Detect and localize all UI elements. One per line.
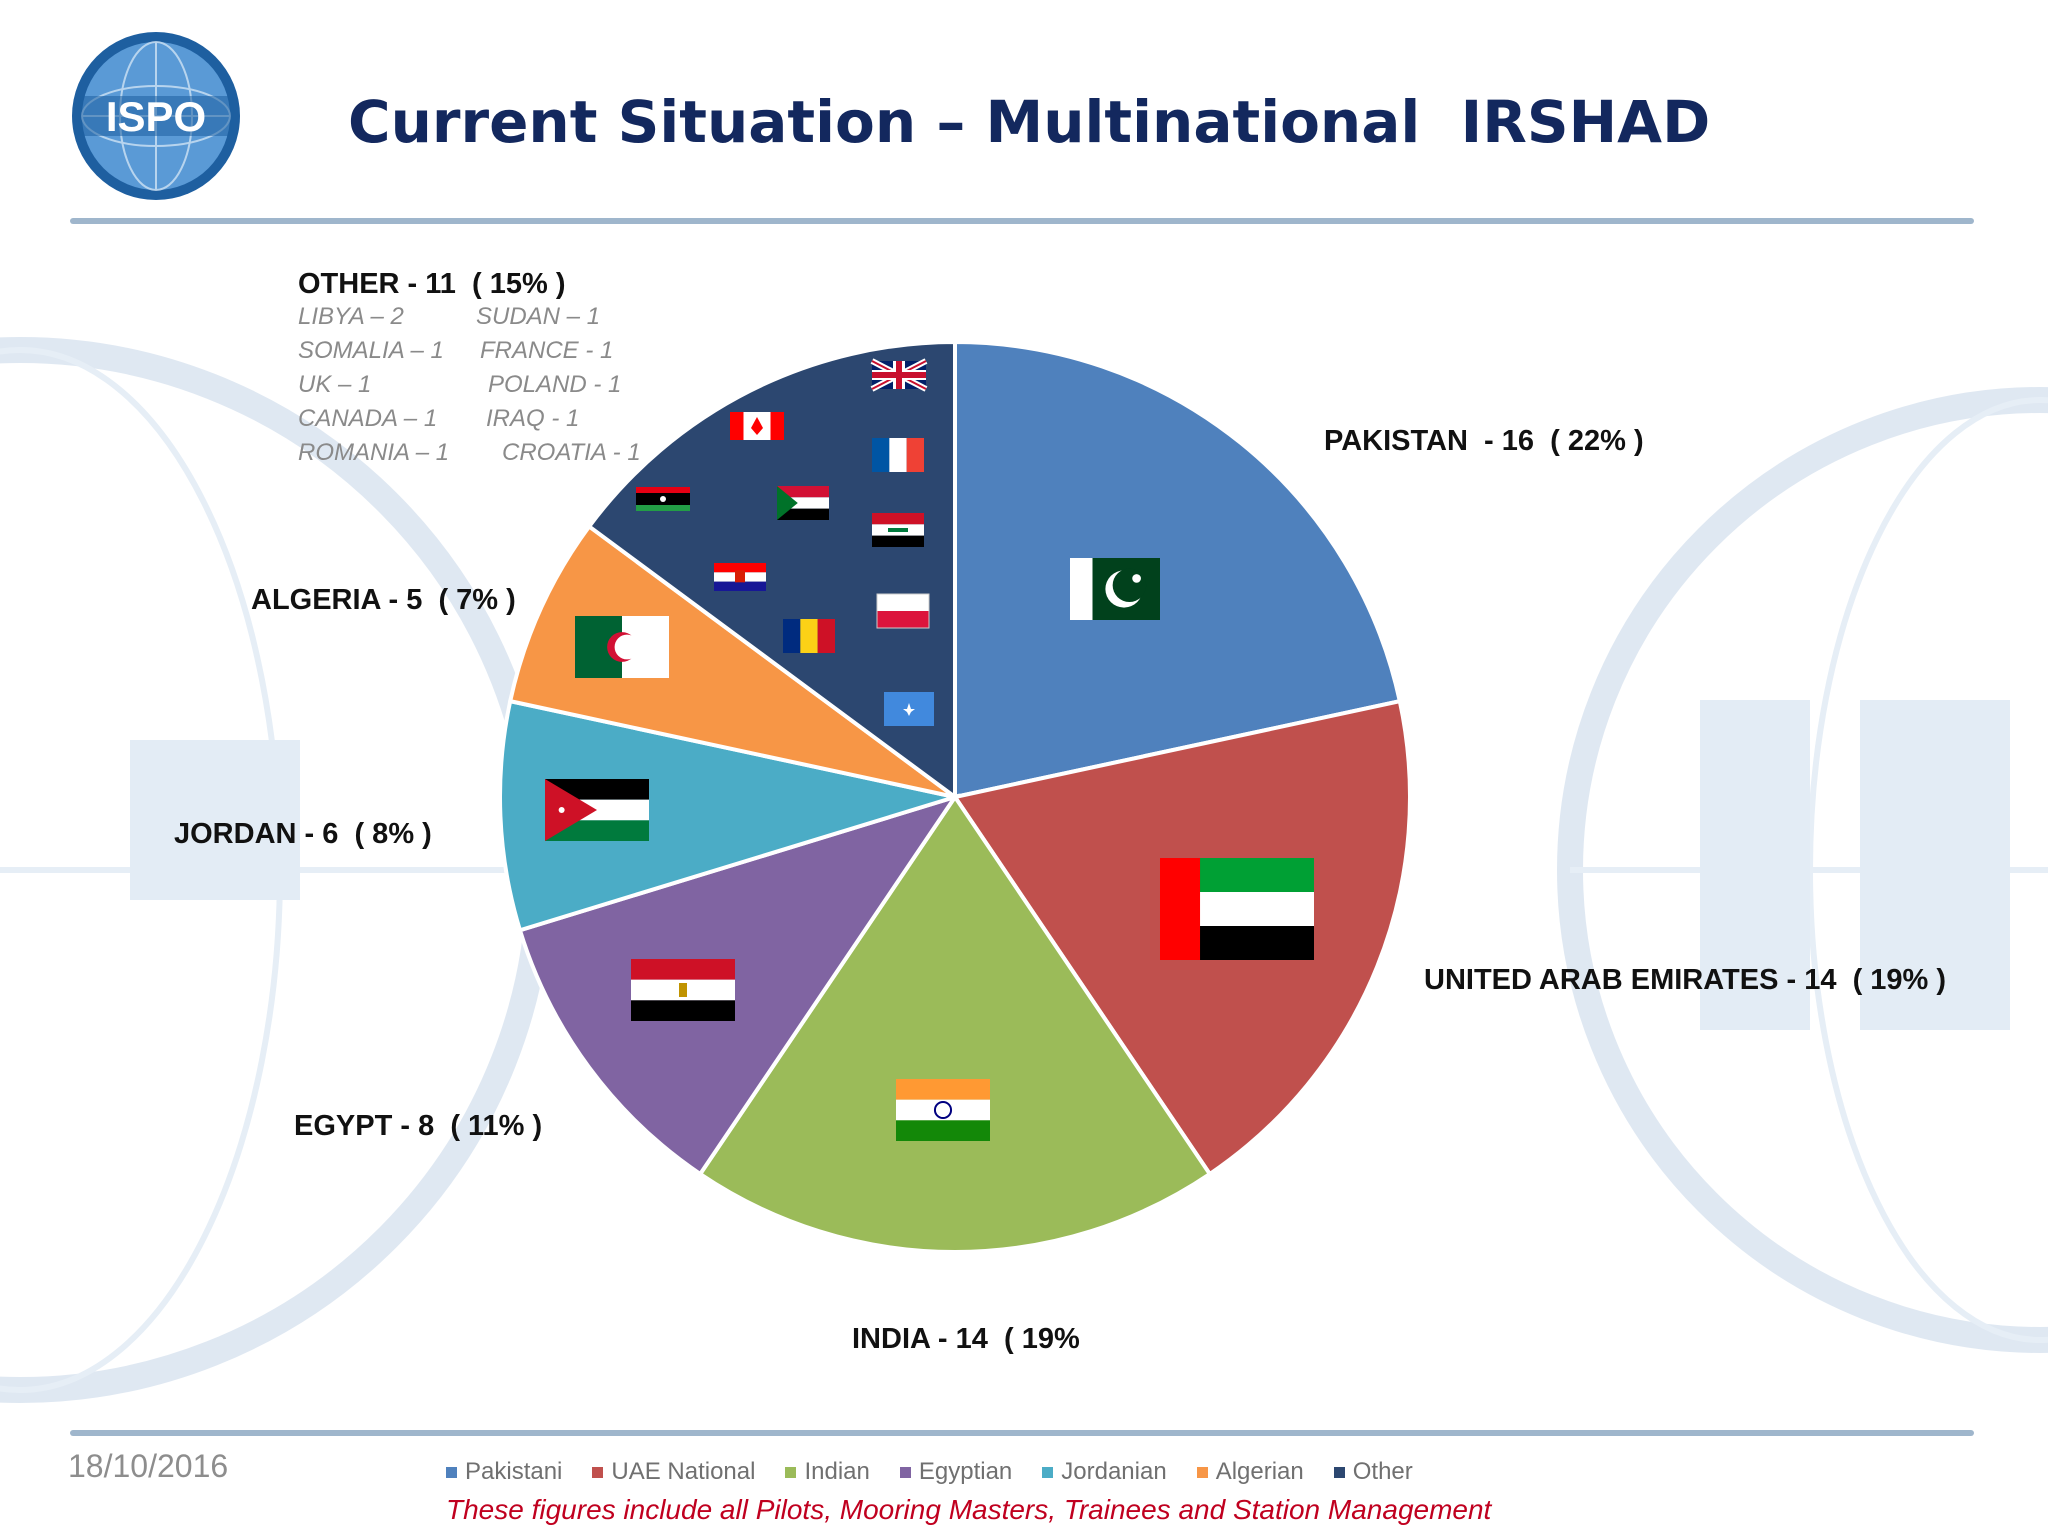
slide-date: 18/10/2016 xyxy=(68,1448,229,1484)
legend-label: Other xyxy=(1352,1458,1413,1485)
other-country-entry: CROATIA - 1 xyxy=(502,439,641,466)
legend-item: UAE National xyxy=(592,1458,755,1486)
other-country-entry: CANADA – 1 xyxy=(298,405,438,432)
other-breakdown-list: LIBYA – 2 SUDAN – 1 SOMALIA – 1 FRANCE - 1 U… xyxy=(298,303,641,473)
legend-swatch xyxy=(899,1466,911,1478)
flag-iraq-icon xyxy=(872,513,924,547)
flag-algeria-icon xyxy=(575,616,669,678)
legend-swatch xyxy=(1333,1466,1345,1478)
flag-canada-icon xyxy=(730,412,784,440)
other-breakdown-row: SOMALIA – 1 FRANCE - 1 xyxy=(298,337,613,371)
slice-algerian xyxy=(507,523,957,799)
legend-item: Indian xyxy=(785,1458,870,1486)
other-country-entry: LIBYA – 2 xyxy=(298,303,404,330)
legend-label: Jordanian xyxy=(1061,1458,1167,1485)
flag-libya-icon xyxy=(636,487,690,511)
legend-label: Indian xyxy=(804,1458,870,1485)
other-breakdown-row: UK – 1 POLAND - 1 xyxy=(298,371,621,405)
flag-sudan-icon xyxy=(777,486,829,520)
other-country-entry: SOMALIA – 1 xyxy=(298,337,444,364)
flag-uae-icon xyxy=(1160,858,1314,960)
other-country-entry: UK – 1 xyxy=(298,371,372,398)
other-country-entry: FRANCE - 1 xyxy=(480,337,614,364)
chart-legend: Pakistani UAE National Indian Egyptian Jorda… xyxy=(446,1458,1443,1486)
page-title: Current Situation – Multinational IRSHAD xyxy=(348,88,1711,156)
legend-item: Algerian xyxy=(1196,1458,1304,1486)
flag-somalia-icon xyxy=(884,692,934,726)
legend-swatch xyxy=(1196,1466,1208,1478)
slice-egyptian xyxy=(517,793,960,1177)
legend-item: Pakistani xyxy=(446,1458,562,1486)
other-country-entry: SUDAN – 1 xyxy=(476,303,601,330)
label-egypt: EGYPT - 8 ( 11% ) xyxy=(294,1110,543,1142)
header-divider xyxy=(70,218,1974,224)
label-other: OTHER - 11 ( 15% ) xyxy=(298,268,566,300)
other-country-entry: POLAND - 1 xyxy=(488,371,622,398)
label-algeria: ALGERIA - 5 ( 7% ) xyxy=(251,584,516,616)
other-breakdown-row: ROMANIA – 1 CROATIA - 1 xyxy=(298,439,641,473)
legend-label: Pakistani xyxy=(465,1458,563,1485)
other-breakdown-row: LIBYA – 2 SUDAN – 1 xyxy=(298,303,600,337)
flag-india-icon xyxy=(896,1079,990,1141)
label-jordan: JORDAN - 6 ( 8% ) xyxy=(174,818,432,850)
flag-france-icon xyxy=(872,438,924,472)
label-pakistan: PAKISTAN - 16 ( 22% ) xyxy=(1324,425,1644,457)
flag-croatia-icon xyxy=(714,563,766,591)
ispo-logo: ISPO xyxy=(72,32,240,200)
legend-label: UAE National xyxy=(611,1458,756,1485)
legend-item: Jordanian xyxy=(1042,1458,1167,1486)
other-country-entry: IRAQ - 1 xyxy=(486,405,580,432)
logo-text: ISPO xyxy=(106,93,206,140)
legend-swatch xyxy=(592,1466,604,1478)
legend-label: Egyptian xyxy=(918,1458,1013,1485)
flag-romania-icon xyxy=(783,619,835,653)
slice-pakistani xyxy=(953,339,1403,800)
flag-jordan-icon xyxy=(545,779,649,841)
label-india: INDIA - 14 ( 19% xyxy=(852,1323,1080,1355)
label-uae: UNITED ARAB EMIRATES - 14 ( 19% ) xyxy=(1424,964,1947,996)
legend-swatch xyxy=(1042,1466,1054,1478)
flag-poland-icon xyxy=(876,593,930,629)
flag-pakistan-icon xyxy=(1070,558,1160,620)
flag-egypt-icon xyxy=(631,959,735,1021)
legend-swatch xyxy=(785,1466,797,1478)
legend-swatch xyxy=(446,1466,457,1478)
legend-item: Egyptian xyxy=(899,1458,1013,1486)
legend-label: Algerian xyxy=(1215,1458,1304,1485)
slice-jordanian xyxy=(498,698,963,933)
legend-item: Other xyxy=(1333,1458,1413,1486)
slice-other xyxy=(586,339,957,801)
other-breakdown-row: CANADA – 1 IRAQ - 1 xyxy=(298,405,579,439)
other-country-entry: ROMANIA – 1 xyxy=(298,439,450,466)
flag-uk-icon xyxy=(870,358,928,392)
footnote: These figures include all Pilots, Moorin… xyxy=(446,1494,1492,1525)
slice-indian xyxy=(697,793,1213,1254)
footer-divider xyxy=(70,1430,1974,1436)
